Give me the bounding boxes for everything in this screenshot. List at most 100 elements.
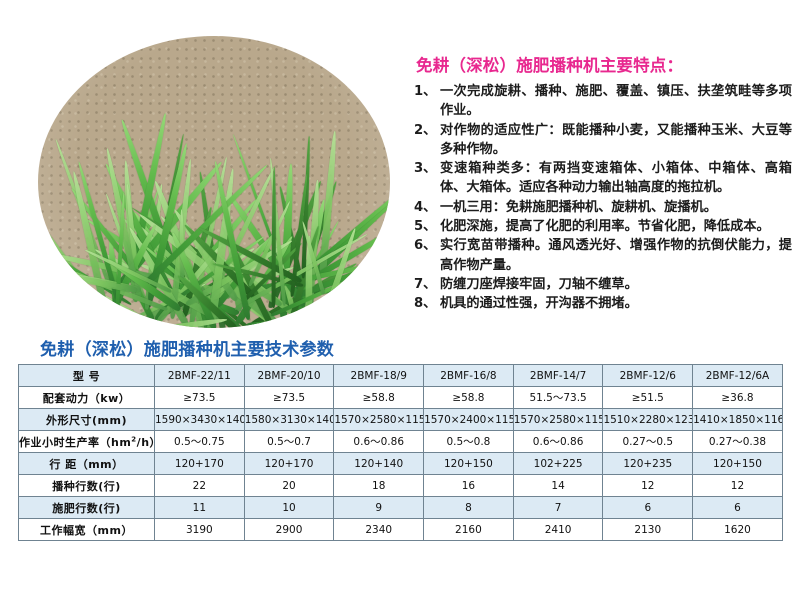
- feature-item-number: 8、: [414, 296, 437, 312]
- table-cell: 2410: [512, 518, 604, 541]
- table-cell: 2340: [333, 518, 425, 541]
- table-cell: 2BMF-16/8: [423, 364, 514, 387]
- table-cell: 18: [333, 474, 425, 497]
- table-cell: ≥58.8: [423, 386, 514, 409]
- table-cell: 1620: [692, 518, 783, 541]
- table-cell: ≥58.8: [333, 386, 425, 409]
- table-cell: 51.5～73.5: [512, 386, 604, 409]
- table-cell: 0.27～0.38: [692, 430, 783, 453]
- table-cell: ≥36.8: [692, 386, 783, 409]
- spec-table-title: 免耕（深松）施肥播种机主要技术参数: [40, 340, 335, 360]
- table-row: 播种行数(行) 22 20 18 16 14 12 12: [18, 474, 783, 497]
- table-cell: 10: [243, 496, 335, 519]
- feature-item-number: 1、: [414, 84, 437, 99]
- table-cell: 120+235: [602, 452, 694, 475]
- table-cell: 2BMF-12/6A: [692, 364, 783, 387]
- feature-item-text: 机具的通过性强，开沟器不拥堵。: [440, 296, 638, 312]
- table-cell: 20: [243, 474, 335, 497]
- table-cell: 7: [512, 496, 604, 519]
- table-cell: 22: [154, 474, 245, 497]
- table-cell: 1570×2580×1150: [512, 408, 604, 431]
- table-cell: 2BMF-14/7: [512, 364, 604, 387]
- table-row-label: 型 号: [18, 364, 155, 387]
- wheat-seedling-cluster: [38, 36, 390, 328]
- table-cell: 9: [333, 496, 425, 519]
- feature-item-text: 实行宽苗带播种。通风透光好、增强作物的抗倒伏能力，提高作物产量。: [440, 238, 792, 273]
- table-row-label: 行 距（mm）: [18, 452, 155, 475]
- feature-item-number: 2、: [414, 122, 437, 138]
- table-cell: 102+225: [512, 452, 604, 475]
- table-cell: 120+170: [243, 452, 335, 475]
- table-cell: 1590×3430×1400: [154, 408, 245, 431]
- features-title: 免耕（深松）施肥播种机主要特点：: [416, 56, 684, 75]
- feature-item-number: 4、: [414, 199, 437, 215]
- field-photo-container: [38, 36, 390, 328]
- table-row: 型 号 2BMF-22/11 2BMF-20/10 2BMF-18/9 2BMF-16/…: [18, 364, 783, 387]
- table-cell: 2BMF-18/9: [333, 364, 425, 387]
- table-cell: 0.5～0.7: [243, 430, 335, 453]
- feature-item: 3、 变速箱种类多：有两挡变速箱体、小箱体、中箱体、高箱体、大箱体。适应各种动力输…: [414, 159, 792, 198]
- table-cell: 6: [692, 496, 783, 519]
- table-cell: 1580×3130×1400: [243, 408, 335, 431]
- table-cell: 2900: [243, 518, 335, 541]
- features-panel: 免耕（深松）施肥播种机主要特点： 1、 一次完成旋耕、播种、施肥、覆盖、镇压、扶垄…: [414, 52, 792, 314]
- table-cell: 2BMF-20/10: [243, 364, 335, 387]
- table-row: 施肥行数(行) 11 10 9 8 7 6 6: [18, 496, 783, 519]
- table-cell: 14: [512, 474, 604, 497]
- table-cell: ≥73.5: [243, 386, 335, 409]
- feature-item-text: 变速箱种类多：有两挡变速箱体、小箱体、中箱体、高箱体、大箱体。适应各种动力输出轴…: [440, 161, 792, 196]
- table-row-label: 工作幅宽（mm）: [18, 518, 155, 541]
- table-cell: 6: [602, 496, 694, 519]
- feature-item-number: 3、: [414, 161, 437, 177]
- table-cell: ≥51.5: [602, 386, 694, 409]
- table-row: 行 距（mm） 120+170 120+170 120+140 120+150 102+2…: [18, 452, 783, 475]
- table-row-label: 作业小时生产率（hm2/h）: [18, 430, 155, 453]
- feature-item-text: 一机三用：免耕施肥播种机、旋耕机、旋播机。: [440, 199, 717, 215]
- feature-item-number: 7、: [414, 276, 437, 292]
- table-cell: 8: [423, 496, 514, 519]
- feature-item: 2、 对作物的适应性广：既能播种小麦，又能播种玉米、大豆等多种作物。: [414, 121, 792, 160]
- table-cell: 0.6～0.86: [333, 430, 425, 453]
- table-row-label: 配套动力（kw）: [18, 386, 155, 409]
- table-cell: 2BMF-12/6: [602, 364, 694, 387]
- table-cell: 0.6～0.86: [512, 430, 604, 453]
- table-row: 配套动力（kw） ≥73.5 ≥73.5 ≥58.8 ≥58.8 51.5～73.5 ≥51…: [18, 386, 783, 409]
- table-cell: 1570×2580×1150: [333, 408, 425, 431]
- table-cell: 12: [692, 474, 783, 497]
- feature-item-text: 防缠刀座焊接牢固，刀轴不缠草。: [440, 276, 638, 292]
- table-cell: 2160: [423, 518, 514, 541]
- feature-item: 8、 机具的通过性强，开沟器不拥堵。: [414, 294, 792, 313]
- table-row-label: 外形尺寸(mm): [18, 408, 155, 431]
- table-cell: 12: [602, 474, 694, 497]
- feature-item: 1、 一次完成旋耕、播种、施肥、覆盖、镇压、扶垄筑畦等多项作业。: [414, 82, 792, 121]
- table-cell: 120+170: [154, 452, 245, 475]
- table-row: 作业小时生产率（hm2/h）0.5～0.750.5～0.70.6～0.860.5…: [18, 430, 783, 453]
- feature-item-text: 化肥深施，提高了化肥的利用率。节省化肥，降低成本。: [440, 219, 770, 235]
- table-cell: 120+150: [423, 452, 514, 475]
- table-cell: 0.27～0.5: [602, 430, 694, 453]
- feature-item-number: 6、: [414, 238, 437, 254]
- table-row-label: 播种行数(行): [18, 474, 155, 497]
- feature-item: 5、 化肥深施，提高了化肥的利用率。节省化肥，降低成本。: [414, 217, 792, 236]
- feature-item-text: 对作物的适应性广：既能播种小麦，又能播种玉米、大豆等多种作物。: [440, 122, 792, 157]
- table-cell: 3190: [154, 518, 245, 541]
- table-cell: 2130: [602, 518, 694, 541]
- table-cell: 2BMF-22/11: [154, 364, 245, 387]
- feature-item-text: 一次完成旋耕、播种、施肥、覆盖、镇压、扶垄筑畦等多项作业。: [440, 84, 792, 119]
- spec-table-body: 型 号 2BMF-22/11 2BMF-20/10 2BMF-18/9 2BMF-16/…: [18, 364, 783, 541]
- table-cell: 120+140: [333, 452, 425, 475]
- table-cell: ≥73.5: [154, 386, 245, 409]
- table-cell: 1410×1850×1160: [692, 408, 783, 431]
- table-row: 外形尺寸(mm) 1590×3430×1400 1580×3130×1400 1570…: [18, 408, 783, 431]
- features-list: 1、 一次完成旋耕、播种、施肥、覆盖、镇压、扶垄筑畦等多项作业。 2、 对作物的适应性…: [414, 82, 792, 314]
- table-cell: 1570×2400×1150: [423, 408, 514, 431]
- table-cell: 1510×2280×1230: [602, 408, 694, 431]
- table-cell: 11: [154, 496, 245, 519]
- table-cell: 16: [423, 474, 514, 497]
- wheat-field-oval-photo: [38, 36, 390, 328]
- feature-item: 7、 防缠刀座焊接牢固，刀轴不缠草。: [414, 275, 792, 294]
- feature-item-number: 5、: [414, 219, 437, 235]
- feature-item: 4、 一机三用：免耕施肥播种机、旋耕机、旋播机。: [414, 198, 792, 217]
- table-row: 工作幅宽（mm） 3190 2900 2340 2160 2410 2130 1620: [18, 518, 783, 541]
